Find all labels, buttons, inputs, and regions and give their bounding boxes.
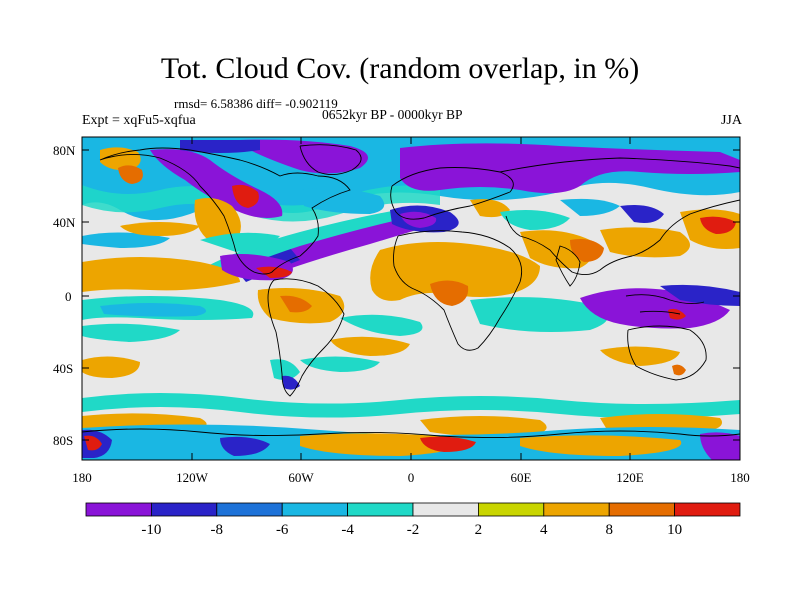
- arctic-blue-strip: [180, 140, 260, 153]
- europe-purple-2: [400, 211, 437, 228]
- latitude-axis: 80N 40N 0 40S 80S: [53, 143, 740, 448]
- alaska-orange: [100, 147, 141, 171]
- colorbar-label: -4: [341, 522, 354, 538]
- colorbar-swatch: [150, 502, 218, 517]
- lon-label-180w: 180: [72, 470, 92, 485]
- colorbar: -10 -8 -6 -4 -2 2 4 8 10: [85, 502, 741, 538]
- colorbar-swatch: [216, 502, 283, 517]
- period-text: 0652kyr BP - 0000kyr BP: [322, 107, 463, 122]
- lat-label-80n: 80N: [53, 143, 76, 158]
- patagonia-blue: [282, 375, 300, 390]
- lat-label-40n: 40N: [53, 215, 76, 230]
- colorbar-label: 2: [475, 522, 483, 538]
- south-atlantic-cyan: [300, 356, 380, 372]
- australia-orange-dot: [672, 364, 686, 376]
- antarctic-orange-2: [520, 435, 682, 456]
- coast-greenland: [299, 144, 362, 175]
- india-red: [570, 239, 604, 262]
- lat-label-80s: 80S: [53, 433, 73, 448]
- lon-label-120e: 120E: [616, 470, 644, 485]
- euro-orange: [470, 199, 510, 218]
- south-pacific-cyan: [82, 323, 180, 342]
- coast-asia: [499, 157, 740, 275]
- canada-red-small: [118, 165, 143, 184]
- west-pacific-red: [700, 216, 736, 234]
- south-indian-orange: [600, 346, 680, 366]
- indian-ocean-cyan: [470, 297, 608, 332]
- south-pacific-orange: [82, 356, 140, 378]
- coast-africa: [393, 230, 523, 351]
- lon-label-60e: 60E: [511, 470, 532, 485]
- stats-text: rmsd= 6.58386 diff= -0.902119: [174, 96, 338, 111]
- colorbar-label: -8: [211, 522, 224, 538]
- colorbar-label: -6: [276, 522, 289, 538]
- patagonia-cyan: [270, 359, 300, 380]
- pacific-cyan-2: [100, 303, 207, 317]
- coast-south-america: [267, 278, 345, 397]
- eastasia-blue: [620, 205, 664, 223]
- colorbar-swatch: [85, 502, 152, 517]
- south-atlantic-orange: [330, 336, 410, 356]
- atlantic-tropical-cyan: [340, 314, 423, 336]
- map-title: Tot. Cloud Cov. (random overlap, in %): [160, 52, 640, 85]
- africa-darkorange: [430, 280, 469, 306]
- coastlines: [82, 144, 740, 439]
- colorbar-label: 10: [667, 522, 682, 538]
- pacific-orange-band: [82, 257, 240, 292]
- coast-indonesia: [625, 294, 705, 315]
- caribbean-red: [256, 266, 292, 278]
- africa-orange-band: [370, 242, 540, 301]
- colorbar-label: 8: [605, 522, 613, 538]
- antarctic-red: [420, 436, 476, 452]
- lon-label-60w: 60W: [288, 470, 314, 485]
- antarctic-blue-mid: [220, 436, 270, 456]
- coast-north-america: [99, 147, 351, 275]
- asia-cyan-2: [560, 198, 620, 216]
- lon-label-120w: 120W: [176, 470, 209, 485]
- coast-antarctica: [82, 428, 740, 439]
- asia-orange: [600, 227, 690, 258]
- east-pacific-cyan-band: [200, 232, 280, 252]
- colorbar-swatch: [477, 502, 545, 517]
- antarctic-red-left: [84, 435, 102, 451]
- atlantic-cyan-band: [200, 206, 424, 282]
- maritime-red: [668, 308, 686, 320]
- lat-label-0: 0: [65, 289, 72, 304]
- coast-europe: [390, 167, 514, 220]
- asia-cyan: [500, 210, 570, 230]
- colorbar-label: 4: [540, 522, 548, 538]
- north-america-orange: [194, 198, 241, 243]
- longitude-axis: 180 120W 60W 0 60E 120E 180: [72, 137, 750, 485]
- lat-label-40s: 40S: [53, 361, 73, 376]
- coast-australia: [627, 325, 707, 381]
- anomaly-field: [82, 137, 740, 460]
- pacific-central-orange: [120, 222, 200, 236]
- south-america-red: [280, 295, 312, 313]
- canada-red: [232, 184, 259, 208]
- season-text: JJA: [720, 113, 742, 128]
- maritime-blue: [660, 284, 740, 306]
- north-atlantic-cyan: [300, 188, 385, 214]
- coast-india: [555, 245, 581, 287]
- colorbar-swatch: [347, 502, 414, 517]
- southern-ocean-cyan: [82, 393, 740, 418]
- pacific-east-cyan: [82, 232, 170, 248]
- colorbar-swatch: [281, 502, 349, 517]
- lon-label-0: 0: [408, 470, 415, 485]
- colorbar-label: -2: [407, 522, 420, 538]
- experiment-text: Expt = xqFu5-xqfua: [82, 113, 196, 128]
- southern-ocean-orange-2: [420, 416, 547, 438]
- lon-label-180e: 180: [730, 470, 750, 485]
- colorbar-swatch: [412, 502, 479, 517]
- colorbar-swatch: [674, 502, 741, 517]
- colorbar-swatch: [543, 502, 610, 517]
- colorbar-swatch: [608, 502, 676, 517]
- colorbar-label: -10: [141, 522, 161, 538]
- antarctic-purple: [700, 432, 740, 460]
- arctic-purple-siberia: [400, 143, 740, 194]
